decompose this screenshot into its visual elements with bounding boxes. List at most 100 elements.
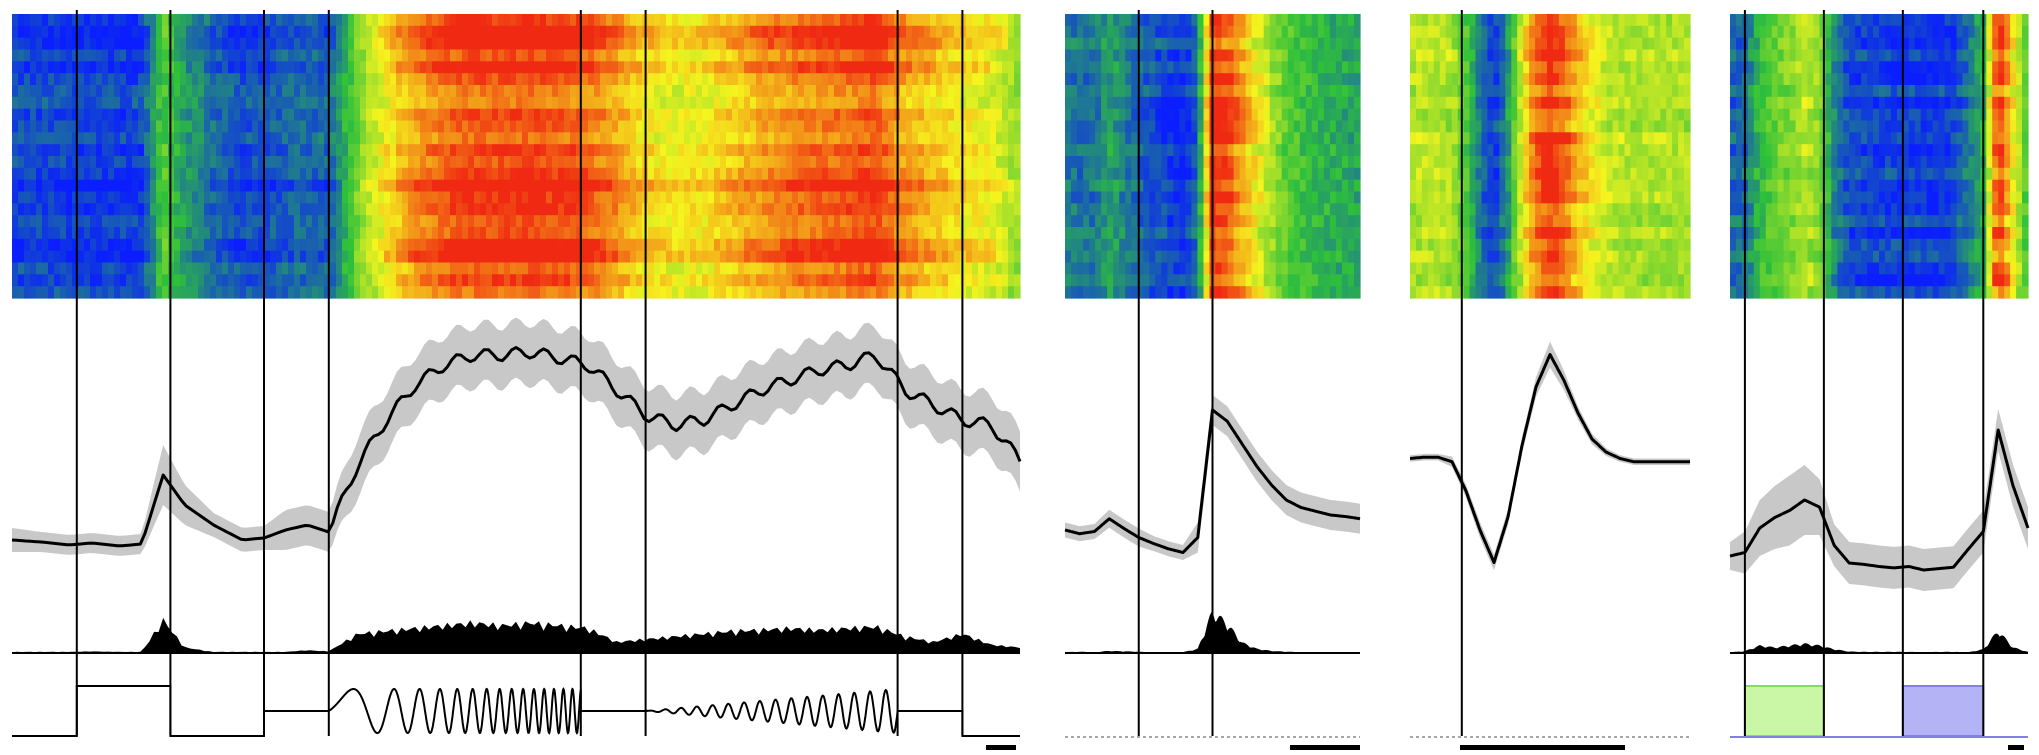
- heatmap-cell-0: [144, 37, 151, 51]
- heatmap-cell-0: [954, 179, 961, 193]
- heatmap-cell-0: [966, 144, 973, 157]
- heatmap-cell-1: [1293, 96, 1301, 110]
- heatmap-cell-0: [354, 108, 361, 122]
- heatmap-cell-0: [582, 25, 589, 39]
- heatmap-cell-0: [840, 37, 847, 51]
- heatmap-cell-0: [684, 238, 691, 252]
- heatmap-cell-0: [384, 73, 391, 86]
- heatmap-cell-1: [1354, 73, 1361, 86]
- heatmap-cell-0: [984, 14, 991, 27]
- heatmap-cell-0: [594, 132, 601, 145]
- heatmap-cell-0: [228, 227, 235, 240]
- heatmap-cell-1: [1095, 25, 1102, 39]
- heatmap-cell-0: [834, 215, 841, 228]
- heatmap-cell-0: [648, 250, 655, 264]
- heatmap-cell-0: [684, 191, 691, 204]
- heatmap-cell-1: [1251, 132, 1259, 145]
- heatmap-cell-1: [1221, 96, 1229, 110]
- heatmap-cell-1: [1197, 14, 1204, 27]
- heatmap-cell-1: [1275, 14, 1283, 27]
- heatmap-cell-0: [570, 120, 577, 133]
- heatmap-cell-0: [864, 250, 871, 264]
- heatmap-cell-0: [330, 25, 337, 39]
- heatmap-cell-1: [1329, 61, 1337, 74]
- heatmap-cell-0: [384, 262, 391, 275]
- heatmap-cell-0: [222, 73, 229, 86]
- heatmap-cell-0: [366, 286, 373, 299]
- heatmap-cell-0: [414, 274, 421, 287]
- heatmap-cell-0: [276, 108, 283, 122]
- heatmap-cell-0: [378, 14, 385, 27]
- heatmap-cell-1: [1317, 191, 1325, 204]
- heatmap-cell-0: [732, 85, 739, 98]
- heatmap-cell-0: [480, 262, 487, 275]
- heatmap-cell-0: [690, 203, 697, 216]
- heatmap-cell-0: [156, 37, 163, 51]
- heatmap-cell-0: [612, 85, 619, 98]
- heatmap-cell-0: [792, 120, 799, 133]
- heatmap-cell-0: [732, 167, 739, 181]
- heatmap-cell-0: [276, 203, 283, 216]
- heatmap-cell-0: [672, 120, 679, 133]
- heatmap-cell-0: [270, 286, 277, 299]
- heatmap-cell-0: [888, 37, 895, 51]
- heatmap-cell-1: [1269, 49, 1277, 62]
- heatmap-cell-1: [1245, 37, 1253, 51]
- heatmap-cell-0: [48, 286, 55, 299]
- heatmap-cell-0: [996, 274, 1003, 287]
- heatmap-cell-0: [606, 132, 613, 145]
- heatmap-cell-0: [798, 120, 805, 133]
- heatmap-cell-0: [90, 14, 97, 27]
- heatmap-cell-0: [564, 286, 571, 299]
- heatmap-cell-0: [930, 73, 937, 86]
- heatmap-cell-1: [1131, 167, 1138, 181]
- heatmap-cell-0: [786, 108, 793, 122]
- heatmap-cell-1: [1281, 73, 1289, 86]
- heatmap-cell-0: [504, 179, 511, 193]
- heatmap-cell-1: [1101, 120, 1108, 133]
- heatmap-cell-0: [660, 203, 667, 216]
- heatmap-cell-1: [1275, 215, 1283, 228]
- heatmap-cell-0: [30, 227, 37, 240]
- heatmap-cell-0: [192, 37, 199, 51]
- heatmap-cell-0: [858, 37, 865, 51]
- heatmap-cell-0: [702, 108, 709, 122]
- heatmap-cell-1: [1119, 61, 1126, 74]
- heatmap-cell-0: [366, 96, 373, 110]
- heatmap-cell-0: [480, 238, 487, 252]
- heatmap-cell-0: [930, 96, 937, 110]
- heatmap-cell-0: [264, 250, 271, 264]
- heatmap-cell-0: [354, 144, 361, 157]
- heatmap-cell-0: [870, 156, 877, 169]
- heatmap-cell-0: [90, 167, 97, 181]
- heatmap-cell-0: [660, 37, 667, 51]
- heatmap-cell-1: [1107, 108, 1114, 122]
- heatmap-cell-1: [1329, 37, 1337, 51]
- heatmap-cell-0: [150, 167, 157, 181]
- heatmap-cell-0: [84, 262, 91, 275]
- heatmap-cell-0: [468, 191, 475, 204]
- heatmap-cell-0: [870, 96, 877, 110]
- heatmap-cell-0: [882, 73, 889, 86]
- heatmap-cell-1: [1215, 85, 1223, 98]
- heatmap-cell-0: [768, 108, 775, 122]
- heatmap-cell-0: [576, 274, 583, 287]
- heatmap-cell-0: [210, 49, 217, 62]
- heatmap-cell-0: [864, 227, 871, 240]
- heatmap-cell-0: [210, 25, 217, 39]
- heatmap-cell-0: [732, 120, 739, 133]
- heatmap-cell-1: [1119, 73, 1126, 86]
- heatmap-cell-0: [672, 144, 679, 157]
- heatmap-cell-0: [30, 156, 37, 169]
- heatmap-cell-0: [708, 96, 715, 110]
- heatmap-cell-0: [798, 167, 805, 181]
- heatmap-cell-1: [1107, 227, 1114, 240]
- heatmap-cell-0: [990, 14, 997, 27]
- heatmap-cell-0: [942, 250, 949, 264]
- heatmap-cell-0: [420, 96, 427, 110]
- heatmap-cell-0: [774, 25, 781, 39]
- heatmap-cell-0: [492, 156, 499, 169]
- heatmap-cell-0: [198, 274, 205, 287]
- heatmap-cell-1: [1191, 37, 1198, 51]
- heatmap-cell-0: [780, 167, 787, 181]
